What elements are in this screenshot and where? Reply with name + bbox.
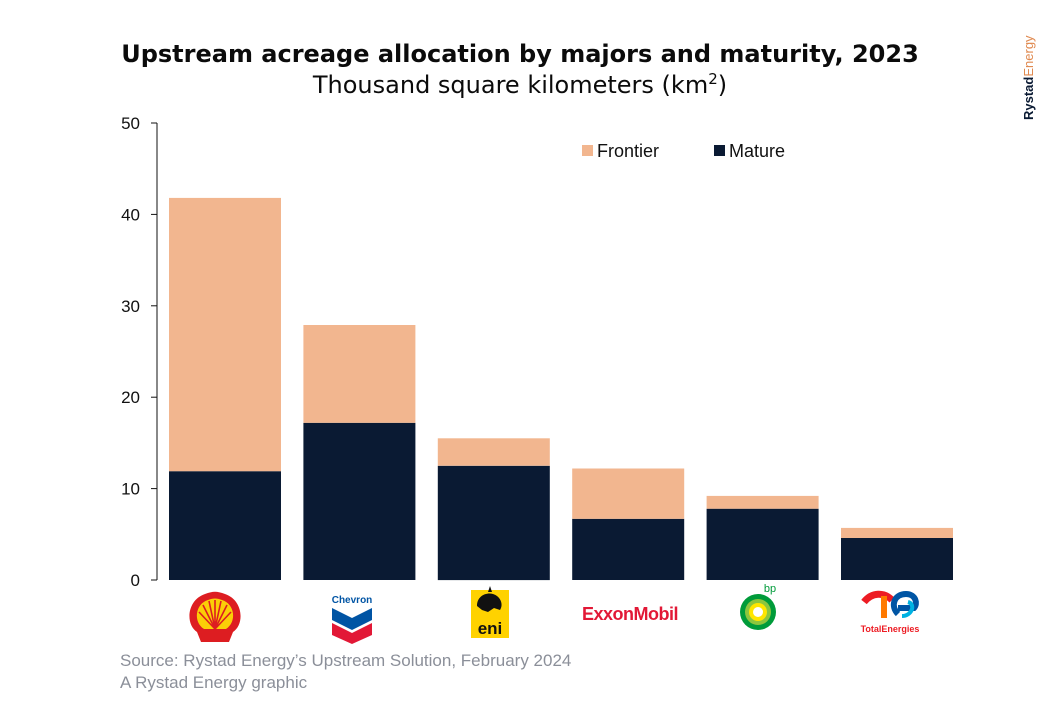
bar-mature-bp — [706, 508, 819, 580]
chart-subtitle: Thousand square kilometers (km2) — [312, 70, 728, 99]
bar-mature-exxonmobil — [572, 518, 685, 580]
legend-swatch-mature — [714, 145, 725, 156]
y-tick-label: 20 — [121, 388, 140, 407]
y-tick-label: 50 — [121, 114, 140, 133]
legend-label-frontier: Frontier — [597, 141, 659, 161]
legend-swatch-frontier — [582, 145, 593, 156]
eni-logo: eni — [471, 586, 509, 638]
bar-frontier-bp — [706, 495, 819, 509]
bar-mature-totalenergies — [841, 538, 953, 580]
svg-text:bp: bp — [764, 583, 776, 595]
bar-frontier-eni — [437, 438, 550, 466]
svg-text:eni: eni — [478, 619, 503, 638]
bar-frontier-chevron — [303, 325, 416, 423]
bar-frontier-shell — [169, 197, 281, 472]
source-note: Source: Rystad Energy’s Upstream Solutio… — [120, 651, 572, 670]
bp-logo: bp — [740, 583, 776, 630]
chart-title: Upstream acreage allocation by majors an… — [121, 40, 919, 68]
chevron-logo: Chevron — [332, 595, 373, 644]
bar-mature-eni — [437, 465, 550, 581]
svg-text:Chevron: Chevron — [332, 595, 373, 606]
svg-text:TotalEnergies: TotalEnergies — [861, 624, 920, 634]
svg-text:RystadEnergy: RystadEnergy — [1021, 35, 1036, 120]
bar-frontier-totalenergies — [841, 527, 953, 538]
totalenergies-logo: TotalEnergies — [861, 590, 920, 634]
svg-text:ExxonMobil: ExxonMobil — [582, 604, 678, 624]
credit-note: A Rystad Energy graphic — [120, 673, 308, 692]
legend-label-mature: Mature — [729, 141, 785, 161]
rystad-energy-logo: RystadEnergy — [1021, 35, 1036, 120]
bar-mature-shell — [169, 471, 281, 580]
chart-footer: Source: Rystad Energy’s Upstream Solutio… — [120, 650, 571, 694]
bar-frontier-exxonmobil — [572, 468, 685, 519]
exxonmobil-logo: ExxonMobil — [582, 604, 679, 624]
y-tick-label: 0 — [131, 571, 140, 590]
bar-mature-chevron — [303, 422, 416, 580]
y-tick-label: 40 — [121, 205, 140, 224]
y-tick-label: 10 — [121, 480, 140, 499]
y-tick-label: 30 — [121, 297, 140, 316]
shell-logo — [189, 591, 241, 642]
